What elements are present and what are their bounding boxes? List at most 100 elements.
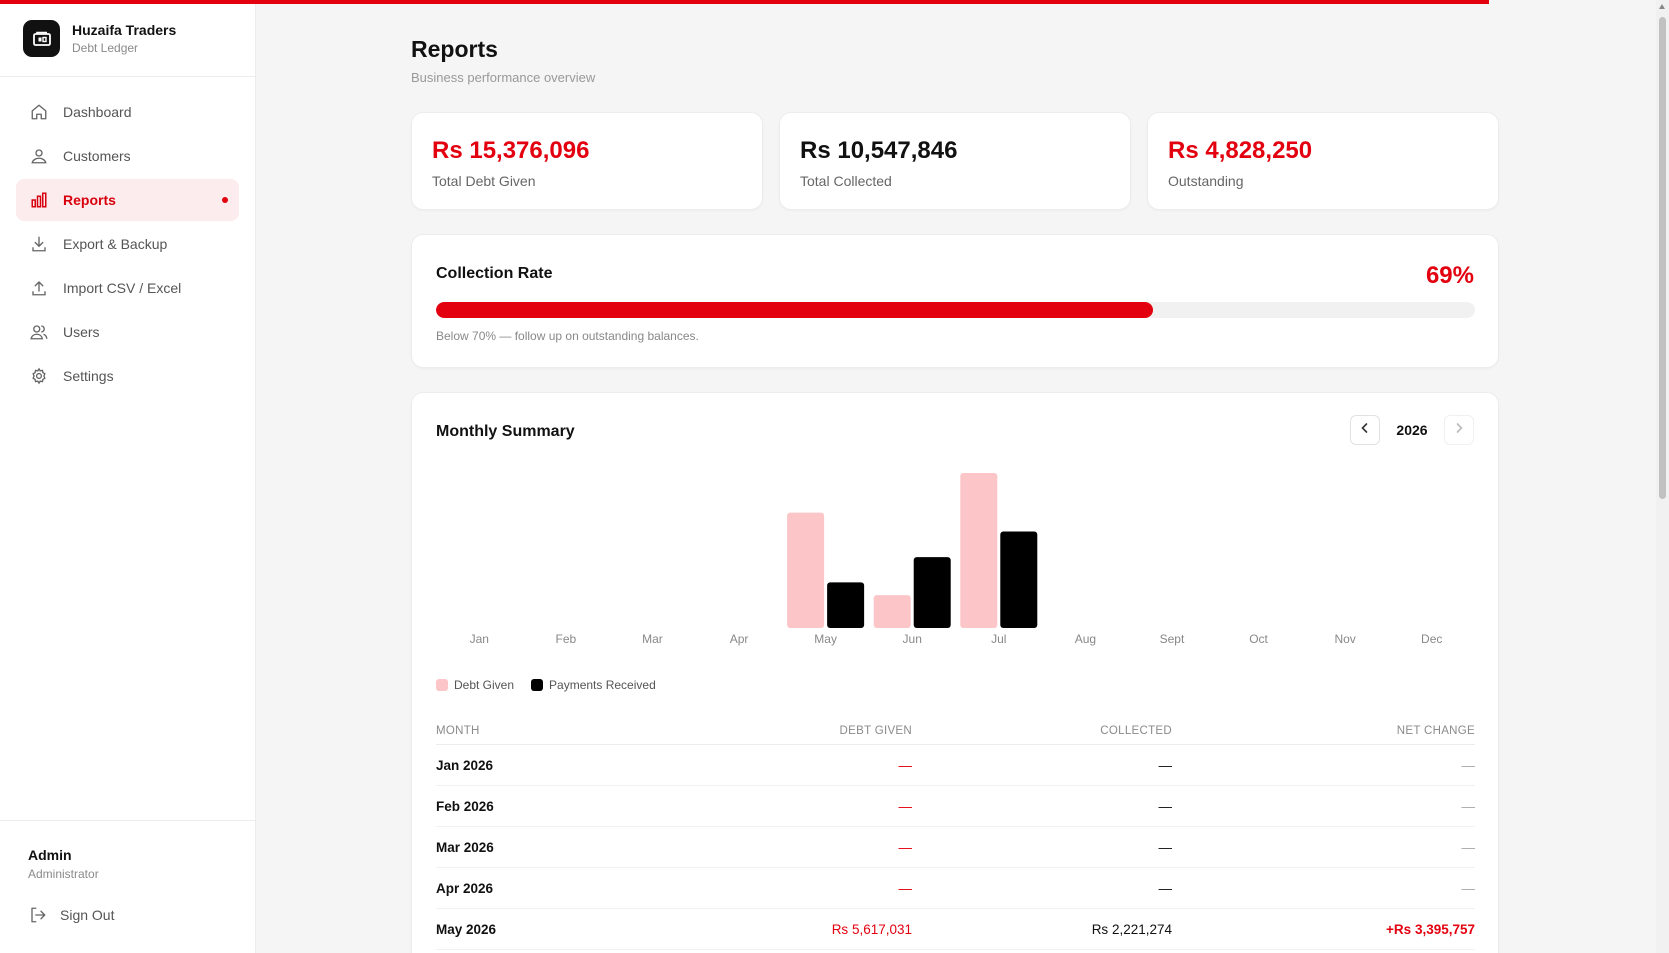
current-user-role: Administrator: [28, 867, 99, 881]
x-tick-label: Apr: [730, 632, 749, 646]
cell-debt-given: Rs 5,617,031: [831, 921, 912, 937]
sidebar-item-label: Settings: [63, 368, 114, 384]
sidebar-item-users[interactable]: Users: [16, 311, 239, 353]
download-icon: [28, 233, 50, 255]
cell-net-change: —: [1461, 839, 1476, 855]
sign-out-label: Sign Out: [60, 907, 115, 923]
sidebar-item-label: Reports: [63, 192, 116, 208]
sidebar-item-label: Import CSV / Excel: [63, 280, 182, 296]
x-tick-label: Feb: [556, 632, 577, 646]
stat-card-total-collected: Rs 10,547,846 Total Collected: [779, 112, 1131, 210]
sidebar-divider: [0, 76, 256, 77]
monthly-summary-card: Monthly Summary 2026 Jan Feb Mar Apr May Jun J…: [411, 392, 1499, 953]
stat-value: Rs 10,547,846: [800, 137, 958, 164]
table-row: Mar 2026 — — —: [436, 827, 1475, 868]
chart-legend: Debt Given Payments Received: [436, 678, 673, 692]
legend-swatch: [531, 679, 544, 691]
sidebar-item-dashboard[interactable]: Dashboard: [16, 91, 239, 133]
year-label: 2026: [1396, 422, 1428, 438]
x-tick-label: May: [814, 632, 837, 646]
sidebar-item-reports[interactable]: Reports: [16, 179, 239, 221]
next-year-button[interactable]: [1444, 415, 1474, 445]
table-row: Feb 2026 — — —: [436, 786, 1475, 827]
sidebar-item-label: Dashboard: [63, 104, 132, 120]
x-tick-label: Jul: [991, 632, 1006, 646]
cell-month: Jan 2026: [436, 757, 494, 773]
cell-month: May 2026: [436, 921, 497, 937]
cell-debt-given: —: [898, 839, 913, 855]
year-selector: 2026: [1350, 415, 1474, 445]
stat-label: Total Debt Given: [432, 173, 536, 189]
x-tick-label: Mar: [642, 632, 663, 646]
previous-year-button[interactable]: [1350, 415, 1380, 445]
cell-net-change: —: [1461, 798, 1476, 814]
column-header-month: MONTH: [436, 725, 480, 737]
cell-debt-given: —: [898, 880, 913, 896]
sidebar-item-label: Users: [63, 324, 100, 340]
bar-payments-received-may[interactable]: [827, 582, 865, 628]
cell-collected: Rs 2,221,274: [1091, 921, 1172, 937]
legend-swatch: [436, 679, 448, 691]
table-row: Jan 2026 — — —: [436, 745, 1475, 786]
page-title: Reports: [411, 36, 498, 62]
bar-debt-given-may[interactable]: [787, 512, 825, 628]
collection-rate-progress-fill: [436, 302, 1153, 318]
bar-payments-received-jun[interactable]: [913, 557, 951, 628]
cell-collected: —: [1158, 757, 1173, 773]
sidebar-item-import[interactable]: Import CSV / Excel: [16, 267, 239, 309]
sign-out-button[interactable]: Sign Out: [28, 905, 114, 925]
column-header-collected: COLLECTED: [1100, 725, 1172, 737]
sidebar-divider: [0, 820, 256, 821]
x-tick-label: Aug: [1075, 632, 1096, 646]
cell-collected: —: [1158, 839, 1173, 855]
sidebar: Huzaifa Traders Debt Ledger Dashboard Cu…: [0, 0, 256, 953]
cell-net-change: +Rs 3,395,757: [1386, 921, 1475, 937]
sidebar-item-export-backup[interactable]: Export & Backup: [16, 223, 239, 265]
logout-icon: [28, 905, 48, 925]
column-header-debt-given: DEBT GIVEN: [839, 725, 912, 737]
bar-debt-given-jun[interactable]: [873, 595, 911, 628]
cell-net-change: —: [1461, 757, 1476, 773]
column-header-net-change: NET CHANGE: [1396, 725, 1475, 737]
table-header: MONTH DEBT GIVEN COLLECTED NET CHANGE: [436, 718, 1475, 745]
brand-subtitle: Debt Ledger: [72, 41, 139, 55]
page-subtitle: Business performance overview: [411, 70, 596, 85]
sidebar-item-label: Customers: [63, 148, 131, 164]
scrollbar-thumb[interactable]: [1659, 17, 1666, 499]
sidebar-item-customers[interactable]: Customers: [16, 135, 239, 177]
legend-label: Debt Given: [454, 678, 515, 692]
collection-rate-title: Collection Rate: [436, 265, 553, 282]
x-tick-label: Dec: [1421, 632, 1442, 646]
user-icon: [28, 145, 50, 167]
bar-payments-received-jul[interactable]: [1000, 531, 1038, 628]
cell-debt-given: —: [898, 757, 913, 773]
legend-item-payments: Payments Received: [531, 678, 656, 692]
cell-collected: —: [1158, 798, 1173, 814]
sidebar-item-label: Export & Backup: [63, 236, 168, 252]
brand: Huzaifa Traders Debt Ledger: [23, 20, 176, 57]
bar-debt-given-jul[interactable]: [960, 473, 998, 628]
main-content: Reports Business performance overview Rs…: [256, 0, 1656, 953]
x-tick-label: Sept: [1160, 632, 1185, 646]
x-tick-label: Oct: [1249, 632, 1268, 646]
stat-label: Outstanding: [1168, 173, 1244, 189]
monthly-summary-title: Monthly Summary: [436, 423, 575, 440]
stat-card-total-debt: Rs 15,376,096 Total Debt Given: [411, 112, 763, 210]
table-row: Apr 2026 — — —: [436, 868, 1475, 909]
bar-chart-icon: [28, 189, 50, 211]
page-scrollbar[interactable]: [1656, 0, 1669, 953]
cell-debt-given: —: [898, 798, 913, 814]
monthly-summary-table: MONTH DEBT GIVEN COLLECTED NET CHANGE Ja…: [436, 718, 1475, 950]
monthly-summary-bar-chart: Jan Feb Mar Apr May Jun Jul Aug Sept Oct Nov Dec: [470, 473, 1442, 646]
cell-collected: —: [1158, 880, 1173, 896]
brand-name: Huzaifa Traders: [72, 22, 177, 38]
sidebar-item-settings[interactable]: Settings: [16, 355, 239, 397]
cell-month: Mar 2026: [436, 839, 494, 855]
table-row: May 2026 Rs 5,617,031 Rs 2,221,274 +Rs 3…: [436, 909, 1475, 950]
home-icon: [28, 101, 50, 123]
collection-rate-note: Below 70% — follow up on outstanding bal…: [436, 329, 699, 343]
legend-label: Payments Received: [549, 678, 656, 692]
page-loading-bar: [0, 0, 1489, 4]
scroll-up-arrow-icon[interactable]: [1659, 4, 1665, 9]
cell-net-change: —: [1461, 880, 1476, 896]
